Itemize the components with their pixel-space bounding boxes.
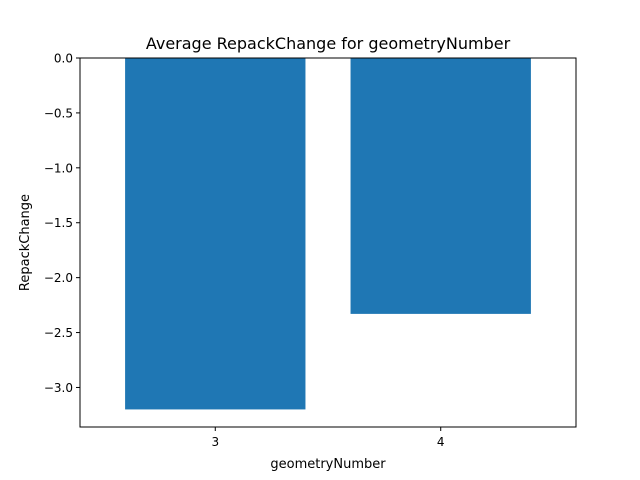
x-tick-label-3: 3 xyxy=(211,435,219,449)
plot-frame xyxy=(79,57,577,428)
y-tick-label: 0.0 xyxy=(54,52,73,66)
x-tick-label-4: 4 xyxy=(437,435,445,449)
y-axis: 0.0 −0.5 −1.0 −1.5 −2.0 −2.5 −3.0 xyxy=(44,52,80,395)
y-tick-label: −2.5 xyxy=(44,326,73,340)
bar-3 xyxy=(125,58,306,410)
bars-group xyxy=(125,58,531,410)
y-tick-label: −0.5 xyxy=(44,106,73,120)
y-tick-label: −1.0 xyxy=(44,161,73,175)
bar-4 xyxy=(350,58,531,314)
y-tick-label: −1.5 xyxy=(44,216,73,230)
y-tick-label: −3.0 xyxy=(44,381,73,395)
y-axis-label: RepackChange xyxy=(18,194,33,291)
chart-title: Average RepackChange for geometryNumber xyxy=(146,34,511,53)
x-axis-label: geometryNumber xyxy=(270,457,386,472)
y-tick-label: −2.0 xyxy=(44,271,73,285)
